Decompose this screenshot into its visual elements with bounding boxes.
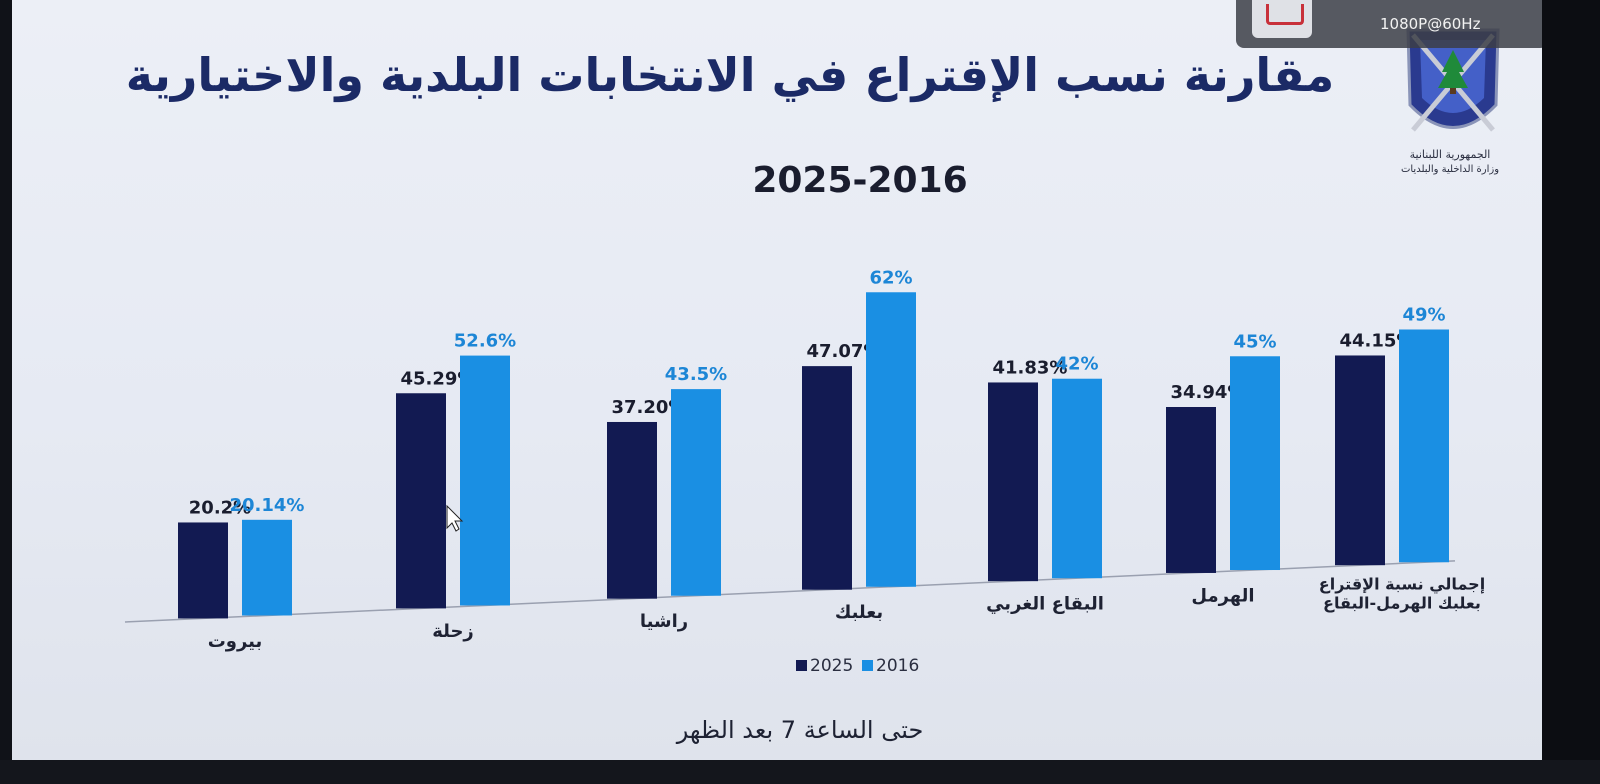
category-label-1: زحلة [432, 621, 474, 642]
monitor-bezel-bottom [0, 760, 1600, 784]
resolution-readout: 1080P@60Hz [1380, 15, 1481, 33]
mouse-cursor-icon [446, 504, 464, 532]
data-label-2016-4: 42% [1055, 354, 1098, 375]
time-note: حتى الساعة 7 بعد الظهر [676, 716, 924, 744]
category-label-4: البقاع الغربي [986, 594, 1104, 615]
capture-button[interactable] [1252, 0, 1312, 38]
ministry-emblem-icon [1406, 28, 1500, 132]
bar-2016-0 [242, 519, 292, 616]
bar-2016-6 [1399, 329, 1449, 563]
data-label-2016-5: 45% [1233, 331, 1276, 352]
bar-2016-1 [460, 355, 510, 606]
data-label-2016-1: 52.6% [454, 331, 516, 352]
data-label-2025-0: 20.2% [189, 497, 251, 518]
data-label-2025-4: 41.83% [993, 357, 1068, 378]
bar-2025-2 [607, 421, 657, 599]
bar-2025-4 [988, 382, 1038, 582]
category-label-5: الهرمل [1191, 585, 1254, 606]
data-label-2025-3: 47.07% [807, 341, 882, 362]
slide-subtitle: 2025-2016 [752, 160, 968, 201]
bar-2025-0 [178, 522, 228, 619]
category-label-3: بعلبك [835, 602, 883, 623]
category-label-0: بيروت [208, 631, 263, 652]
data-label-2016-6: 49% [1402, 304, 1445, 325]
category-label-2: راشيا [640, 611, 688, 632]
bar-2016-2 [671, 389, 721, 596]
slide-title: مقارنة نسب الإقتراع في الانتخابات البلدي… [125, 48, 1335, 102]
category-label-6: إجمالي نسبة الإقتراع بعلبك الهرمل-البقاع [1319, 575, 1485, 613]
data-label-2016-3: 62% [869, 267, 912, 288]
bar-2025-3 [802, 366, 852, 590]
emblem-caption-country: الجمهورية اللبنانية [1409, 148, 1491, 161]
monitor-bezel-right [1542, 0, 1600, 784]
data-label-2025-5: 34.94% [1171, 382, 1246, 403]
bar-2025-5 [1166, 406, 1216, 573]
emblem-caption-ministry: وزارة الداخلية والبلديات [1400, 164, 1500, 175]
presentation-slide [12, 0, 1542, 760]
basket-icon [1266, 4, 1304, 25]
x-axis-line [124, 560, 1456, 623]
legend-swatch-2016 [862, 660, 873, 671]
legend-label-2025: 2025 [810, 656, 853, 676]
bar-2016-5 [1230, 356, 1280, 571]
bar-2025-6 [1335, 355, 1385, 566]
data-label-2016-0: 20.14% [230, 495, 305, 516]
data-label-2025-6: 44.15% [1340, 330, 1415, 351]
data-label-2016-2: 43.5% [665, 364, 727, 385]
bar-2016-3 [866, 292, 916, 587]
legend-swatch-2025 [796, 660, 807, 671]
data-label-2025-2: 37.20% [612, 397, 687, 418]
bar-2025-1 [396, 393, 446, 609]
legend-label-2016: 2016 [876, 656, 919, 676]
data-label-2025-1: 45.29% [401, 368, 476, 389]
bar-2016-4 [1052, 378, 1102, 579]
